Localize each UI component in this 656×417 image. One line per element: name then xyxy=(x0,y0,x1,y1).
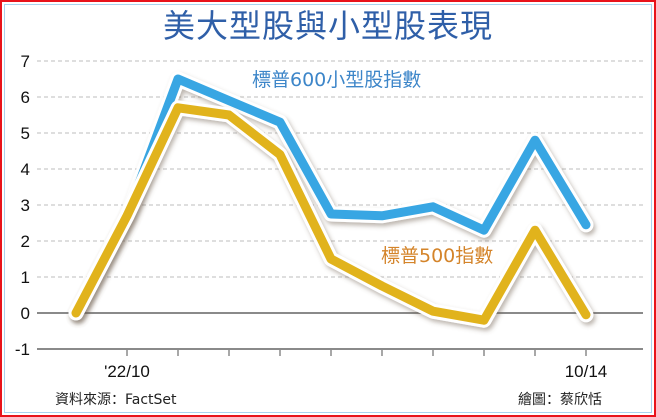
series-label-small-cap: 標普600小型股指數 xyxy=(252,69,421,91)
x-tick-label: '22/10 xyxy=(104,362,150,381)
chart-title: 美大型股與小型股表現 xyxy=(162,7,493,45)
source-note: 資料來源：FactSet xyxy=(55,392,177,408)
y-tick-label: 3 xyxy=(21,196,30,215)
y-tick-label: 6 xyxy=(21,88,30,107)
series-label-sp500: 標普500指數 xyxy=(381,245,493,267)
series-sp500-line xyxy=(68,100,594,328)
y-axis-ticks: -1 0 1 2 3 4 5 6 7 xyxy=(15,52,30,359)
y-tick-label: 5 xyxy=(21,124,30,143)
y-tick-label: 2 xyxy=(21,232,30,251)
x-axis: '22/10 10/14 xyxy=(104,349,607,381)
chart-inner-border xyxy=(4,4,652,413)
y-tick-label: 1 xyxy=(21,268,30,287)
y-tick-label: -1 xyxy=(15,340,30,359)
series-small-cap-line xyxy=(68,71,594,321)
x-tick-label: 10/14 xyxy=(565,362,608,381)
y-tick-label: 7 xyxy=(21,52,30,71)
y-tick-label: 4 xyxy=(21,160,30,179)
series-lines xyxy=(68,71,594,328)
y-tick-label: 0 xyxy=(21,304,30,323)
credit-note: 繪圖：蔡欣恬 xyxy=(518,392,602,408)
